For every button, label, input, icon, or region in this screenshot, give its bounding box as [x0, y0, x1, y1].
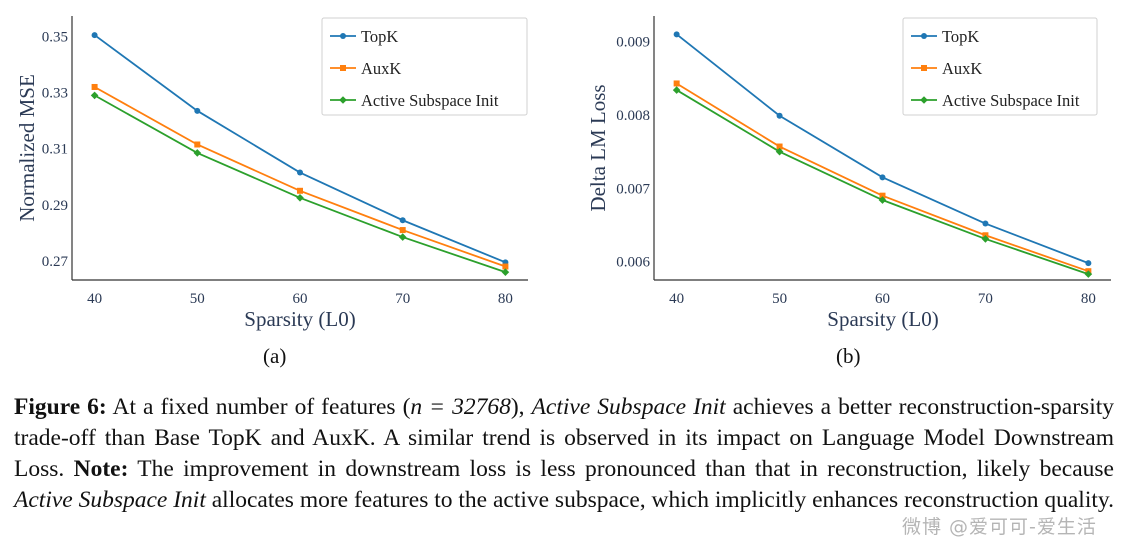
- chart-a-legend-box: [321, 17, 528, 116]
- chart-a-series-2-point: [296, 193, 304, 202]
- chart-b-y-tick-label: 0.009: [616, 35, 650, 51]
- caption-text-1: At a fixed number of features (: [106, 394, 411, 420]
- chart-b-legend-label: AuxK: [942, 59, 982, 78]
- chart-b-series-0-point: [982, 220, 989, 227]
- chart-a-legend-label: Active Subspace Init: [361, 91, 499, 110]
- chart-a-y-tick-label: 0.33: [42, 86, 68, 102]
- chart-b-legend-label: Active Subspace Init: [942, 91, 1080, 110]
- chart-a-series-1-point: [399, 227, 406, 234]
- chart-b-x-tick-label: 50: [772, 291, 787, 307]
- chart-b-series-line-2: [676, 89, 1089, 275]
- chart-a-y-axis-label: Normalized MSE: [15, 74, 39, 222]
- chart-a-y-tick-label: 0.29: [42, 198, 68, 214]
- caption-text-2: ),: [510, 394, 532, 420]
- chart-a-normalized-mse: 40 50 60 70 80 0.27 0.29 0.31 0.33 0.35 Sparsity (…: [15, 16, 528, 331]
- chart-b-y-tick-label: 0.008: [616, 108, 650, 124]
- chart-b-x-axis-label: Sparsity (L0): [827, 307, 938, 331]
- chart-b-series-1-point: [776, 143, 783, 150]
- figure-charts: 40 50 60 70 80 0.27 0.29 0.31 0.33 0.35 Sparsity (…: [15, 16, 1111, 331]
- chart-b-x-tick-label: 80: [1081, 291, 1096, 307]
- chart-a-series-1-point: [194, 141, 201, 148]
- chart-a-x-tick-label: 40: [87, 291, 102, 307]
- caption-figure-label: Figure 6:: [14, 394, 107, 420]
- chart-a-x-tick-label: 70: [395, 291, 410, 307]
- chart-a-legend-label: AuxK: [361, 59, 401, 78]
- chart-a-legend-label: TopK: [361, 27, 398, 46]
- chart-a-series-1-point: [297, 187, 303, 194]
- chart-a-series-2-point: [501, 268, 510, 276]
- caption-math: n = 32768: [410, 394, 511, 420]
- chart-a-x-tick-label: 80: [498, 291, 513, 307]
- chart-b-legend-marker: [921, 65, 927, 71]
- chart-a-x-tick-label: 60: [293, 291, 308, 307]
- chart-b-series-0-point: [776, 112, 783, 119]
- caption-text-4: The improvement in downstream loss is le…: [128, 456, 1114, 482]
- chart-b-series-2-point: [1084, 270, 1093, 278]
- chart-b-legend-box: [902, 17, 1098, 116]
- chart-a-x-tick-label: 50: [190, 291, 205, 307]
- chart-b-delta-lm-loss: 40 50 60 70 80 0.006 0.007 0.008 0.009 Sparsity (…: [586, 16, 1111, 331]
- chart-b-y-tick-label: 0.006: [616, 255, 650, 271]
- chart-a-x-axis-label: Sparsity (L0): [244, 307, 355, 331]
- chart-b-series-2-point: [775, 147, 784, 156]
- chart-b-legend-label: TopK: [942, 27, 979, 46]
- chart-a-series-0-point: [297, 169, 303, 176]
- chart-a-y-tick-label: 0.35: [42, 29, 68, 45]
- chart-b-series-2-point: [878, 196, 887, 204]
- chart-b-series-0-point: [1085, 260, 1092, 267]
- chart-a-legend-marker: [339, 96, 347, 104]
- caption-italic-method-1: Active Subspace Init: [531, 394, 726, 420]
- chart-a-y-tick-label: 0.31: [42, 142, 68, 158]
- caption-italic-method-2: Active Subspace Init: [14, 487, 206, 513]
- watermark: 微博 @爱可可-爱生活: [902, 516, 1097, 538]
- chart-a-legend-marker: [340, 65, 346, 71]
- chart-b-x-tick-label: 70: [978, 291, 993, 307]
- figure-caption: Figure 6: At a fixed number of features …: [14, 392, 1114, 516]
- chart-b-series-0-point: [673, 31, 680, 38]
- chart-b-x-tick-label: 60: [875, 291, 890, 307]
- caption-note-label: Note:: [73, 456, 129, 482]
- chart-b-legend-marker: [920, 96, 928, 104]
- chart-b-series-0-point: [879, 174, 886, 181]
- chart-a-y-tick-label: 0.27: [42, 254, 69, 270]
- chart-b-series-2-point: [981, 235, 990, 243]
- chart-a-series-2-point: [193, 149, 202, 157]
- chart-a-series-0-point: [194, 107, 201, 114]
- chart-a-series-2-point: [90, 91, 99, 100]
- chart-b-legend-marker: [921, 33, 927, 39]
- caption-text-3: achieves a better reconstruction-sparsit…: [14, 394, 1114, 482]
- chart-a-series-2-point: [398, 233, 407, 241]
- chart-b-series-1-point: [879, 192, 886, 199]
- chart-b-x-tick-label: 40: [669, 291, 684, 307]
- chart-a-series-1-point: [502, 263, 509, 270]
- chart-a-series-0-point: [399, 217, 406, 224]
- chart-a-series-0-point: [91, 32, 98, 39]
- chart-b-series-1-point: [673, 80, 680, 87]
- chart-b-y-tick-label: 0.007: [616, 181, 650, 197]
- panel-label-b: (b): [836, 344, 861, 368]
- chart-b-y-axis-label: Delta LM Loss: [586, 84, 610, 211]
- chart-a-legend-marker: [340, 33, 346, 39]
- caption-text-5: allocates more features to the active su…: [205, 487, 1114, 513]
- chart-b-series-2-point: [672, 86, 681, 94]
- chart-a-series-1-point: [91, 83, 98, 90]
- panel-label-a: (a): [263, 344, 287, 368]
